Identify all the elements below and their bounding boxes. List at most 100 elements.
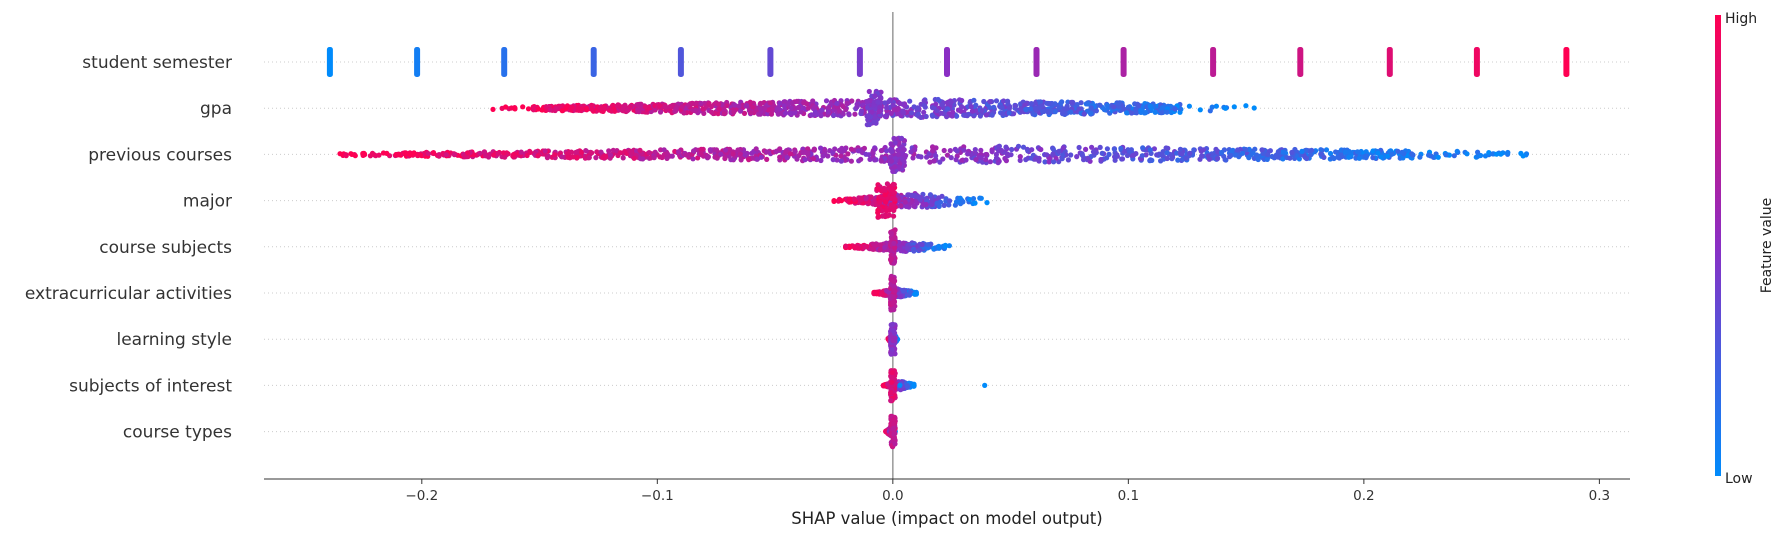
- shap-point: [1389, 151, 1395, 157]
- shap-point: [890, 102, 896, 108]
- shap-point: [1113, 153, 1119, 159]
- shap-point: [944, 114, 950, 120]
- shap-point: [848, 146, 855, 152]
- shap-point: [1088, 111, 1094, 117]
- shap-point: [757, 106, 763, 112]
- shap-point: [798, 109, 804, 115]
- shap-point: [1044, 152, 1050, 158]
- shap-point: [929, 112, 935, 118]
- shap-point: [1147, 103, 1153, 109]
- shap-point: [927, 192, 934, 198]
- shap-point: [884, 105, 890, 111]
- x-axis-title: SHAP value (impact on model output): [791, 509, 1102, 528]
- shap-point: [512, 105, 518, 111]
- x-tick-label: 0.3: [1589, 488, 1610, 504]
- shap-point: [888, 351, 894, 357]
- shap-point: [698, 150, 704, 156]
- shap-point: [890, 328, 897, 334]
- x-tick-label: 0.0: [882, 488, 903, 504]
- shap-point: [888, 141, 894, 147]
- shap-point: [883, 199, 889, 205]
- shap-point: [878, 158, 884, 164]
- shap-point: [819, 107, 825, 113]
- shap-point: [518, 149, 524, 155]
- shap-point: [718, 151, 724, 157]
- shap-point: [970, 196, 977, 202]
- shap-point: [1038, 146, 1044, 153]
- shap-point: [979, 108, 985, 114]
- shap-point: [1417, 154, 1423, 160]
- shap-point: [1097, 144, 1103, 150]
- shap-point: [886, 212, 893, 218]
- shap-point: [1259, 147, 1265, 153]
- shap-outlier: [897, 382, 903, 388]
- shap-point: [1006, 110, 1012, 116]
- shap-point: [1342, 149, 1349, 155]
- shap-point: [946, 243, 953, 249]
- shap-point: [993, 98, 1000, 104]
- shap-point: [1287, 155, 1293, 161]
- shap-point: [628, 149, 634, 155]
- shap-point: [635, 102, 641, 108]
- shap-point: [608, 107, 614, 114]
- shap-point: [892, 437, 898, 443]
- shap-point: [823, 98, 830, 104]
- feature-label: extracurricular activities: [25, 284, 232, 304]
- shap-point: [884, 181, 891, 187]
- shap-point: [735, 147, 741, 153]
- shap-point: [1083, 146, 1089, 152]
- shap-point: [1235, 147, 1241, 153]
- shap-point: [1078, 100, 1084, 106]
- shap-point: [1001, 98, 1007, 104]
- shap-point: [825, 109, 832, 115]
- shap-point: [1243, 103, 1249, 109]
- shap-point: [1118, 145, 1124, 151]
- shap-point: [818, 157, 824, 164]
- shap-point: [845, 151, 851, 157]
- shap-point: [737, 108, 744, 114]
- shap-point: [635, 108, 641, 114]
- shap-point: [627, 104, 633, 110]
- shap-point: [820, 153, 826, 159]
- shap-point: [1302, 153, 1308, 160]
- shap-point: [1059, 99, 1065, 105]
- shap-point: [574, 154, 580, 160]
- shap-point: [839, 145, 845, 151]
- shap-point: [638, 105, 644, 111]
- shap-point: [1037, 99, 1043, 105]
- shap-point: [640, 156, 646, 162]
- shap-point: [1028, 101, 1034, 107]
- shap-point: [948, 99, 954, 106]
- feature-label: course subjects: [99, 238, 232, 258]
- shap-point: [879, 290, 885, 296]
- shap-point: [875, 186, 881, 192]
- shap-point: [826, 104, 832, 111]
- shap-point: [1174, 150, 1180, 156]
- shap-point: [944, 152, 951, 158]
- shap-point: [758, 100, 764, 106]
- shap-point: [858, 197, 864, 203]
- shap-point: [912, 291, 918, 297]
- shap-point: [669, 153, 675, 159]
- shap-point: [969, 108, 976, 114]
- shap-point: [989, 149, 995, 155]
- shap-point: [1252, 146, 1258, 152]
- shap-point: [911, 203, 917, 209]
- shap-point: [930, 144, 936, 150]
- shap-point: [1395, 148, 1401, 154]
- shap-point: [693, 107, 699, 113]
- x-tick-label: 0.2: [1353, 488, 1374, 504]
- shap-point: [941, 202, 947, 208]
- shap-point: [1104, 146, 1110, 152]
- shap-point: [1318, 151, 1324, 157]
- shap-point: [1323, 147, 1330, 153]
- shap-point: [847, 244, 853, 250]
- shap-point: [1015, 143, 1022, 149]
- shap-point: [1159, 110, 1165, 116]
- shap-point: [792, 149, 798, 155]
- shap-point: [802, 157, 808, 163]
- shap-point: [888, 379, 895, 385]
- shap-point: [1152, 109, 1158, 115]
- shap-point: [891, 421, 897, 427]
- shap-point: [569, 104, 575, 110]
